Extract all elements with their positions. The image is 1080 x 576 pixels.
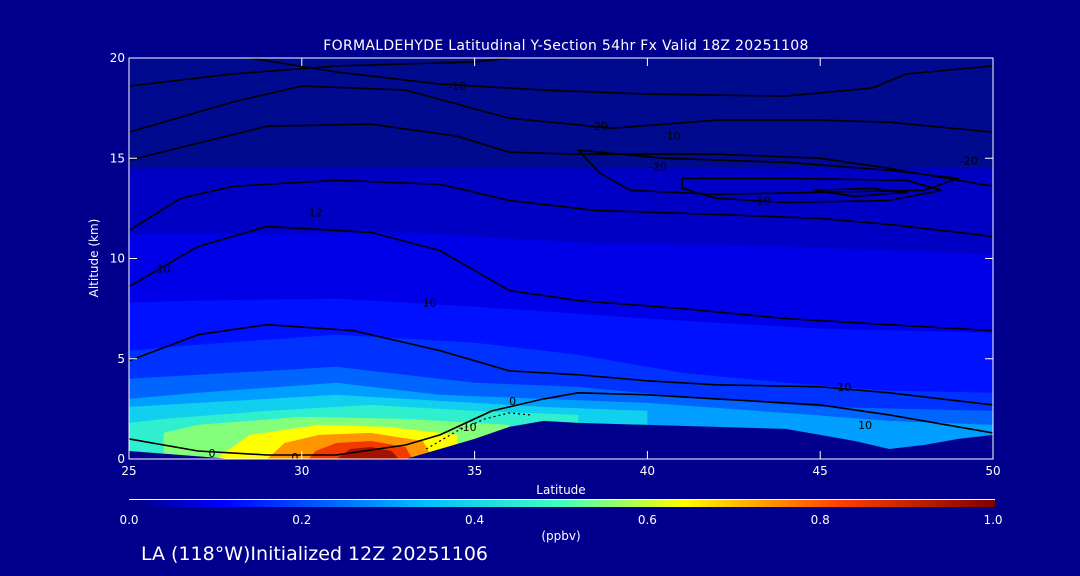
contour-line-dashed [425,412,530,450]
colorbar-tick-label: 1.0 [983,513,1002,527]
y-tick-label: 15 [110,151,125,165]
x-tick-label: 25 [121,464,136,478]
contour-label: 10 [837,381,851,394]
x-tick-label: 35 [467,464,482,478]
contour-line [129,392,993,456]
contour-label: 10 [423,297,437,310]
colorbar [129,500,995,507]
contour-line [681,177,942,204]
y-tick-label: 0 [117,452,125,466]
y-tick-label: 5 [117,352,125,366]
colorbar-tick-label: 0.2 [292,513,311,527]
concentration-band [336,447,399,459]
contour-line [129,179,993,238]
contour-line [129,85,993,133]
terrain-mask [129,420,993,459]
contour-label: 10 [858,419,872,432]
contour-line [129,123,993,188]
contour-label: -10 [448,80,466,93]
contour-line [813,187,908,198]
contour-label: 0 [208,447,215,460]
y-tick-label: 10 [110,252,125,266]
terrain-surface [129,420,993,459]
contour-label: -10 [752,194,770,207]
contour-label: -20 [960,154,978,167]
colorbar-tick-label: 0.0 [119,513,138,527]
x-axis-ticks: 25 30 35 40 45 50 [121,58,1001,478]
footer-initialized-text: LA (118°W)Initialized 12Z 20251106 [141,543,488,565]
contour-line [129,225,993,332]
contour-label: -10 [663,130,681,143]
colorbar-tick-label: 0.8 [811,513,830,527]
x-axis-label: Latitude [536,483,585,497]
contour-labels: -10 -20 -20 -20 -10 12 10 10 0 -10 0 0 10 -10 10 [157,80,978,464]
contour-label: -20 [649,160,667,173]
x-tick-label: 30 [294,464,309,478]
colorbar-units-label: (ppbv) [541,529,580,543]
colorbar-tick-label: 0.6 [638,513,657,527]
contour-label: 0 [291,451,298,464]
y-tick-label: 20 [110,51,125,65]
contour-line [129,58,510,87]
x-tick-label: 45 [813,464,828,478]
contour-line [577,149,960,196]
contour-line [249,58,993,97]
contour-label: 10 [157,263,171,276]
colorbar-tick-label: 0.4 [465,513,484,527]
y-axis-label: Altitude (km) [87,219,101,298]
chart-title: FORMALDEHYDE Latitudinal Y-Section 54hr … [323,38,808,54]
contour-line [129,323,993,406]
contour-label: 0 [509,395,516,408]
contour-label: -20 [590,120,608,133]
concentration-fields [129,168,993,459]
y-axis-ticks: 0 5 10 15 20 [110,51,993,466]
contour-lines [129,58,993,456]
colorbar-ticks: 0.0 0.2 0.4 0.6 0.8 1.0 [119,513,1002,527]
contour-label: -10 [459,421,477,434]
x-tick-label: 50 [985,464,1000,478]
contour-label: 12 [309,206,323,219]
x-tick-label: 40 [640,464,655,478]
